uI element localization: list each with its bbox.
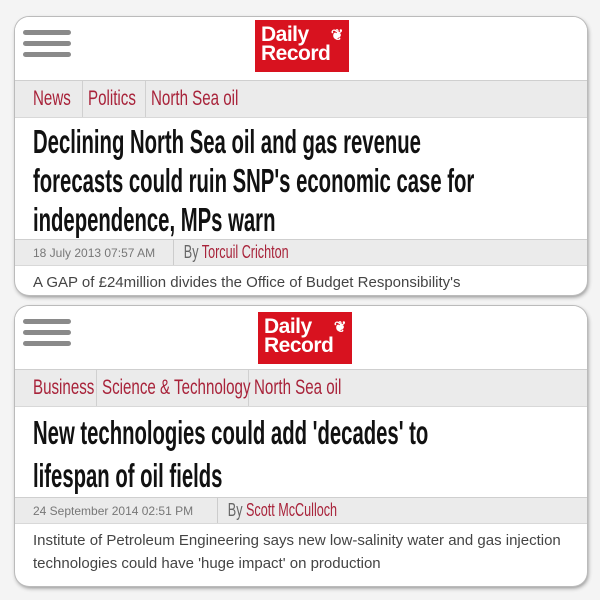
lion-rampant-icon: ❦ [333,319,347,336]
byline: By Scott McCulloch [218,500,337,521]
headline-line: New technologies could add 'decades' to [33,414,429,451]
byline-prefix: By [227,500,243,520]
logo-line-1: Daily [261,23,309,46]
tag-news[interactable]: News [33,87,71,110]
headline-line: independence, MPs warn [33,201,276,238]
tag-north-sea-oil[interactable]: North Sea oil [254,376,342,399]
publish-date: 18 July 2013 07:57 AM [15,240,174,265]
headline-line: forecasts could ruin SNP's economic case… [33,162,475,199]
article-excerpt: A GAP of £24million divides the Office o… [33,274,461,291]
headline-line: Declining North Sea oil and gas revenue [33,123,421,160]
logo-line-1: Daily [264,315,312,338]
site-header: Daily Record ❦ [15,306,587,369]
publish-date: 24 September 2014 02:51 PM [15,498,218,523]
tag-politics[interactable]: Politics [88,87,136,110]
byline: By Torcuil Crichton [174,242,289,263]
tag-north-sea-oil[interactable]: North Sea oil [151,87,239,110]
hamburger-menu-icon[interactable] [23,319,71,349]
headline[interactable]: Declining North Sea oil and gas revenue … [15,118,587,239]
category-tags: News Politics North Sea oil [15,80,587,118]
site-header: Daily Record ❦ [15,17,587,80]
tag-business[interactable]: Business [33,376,95,399]
article-meta: 18 July 2013 07:57 AM By Torcuil Crichto… [15,239,587,266]
author-link[interactable]: Torcuil Crichton [201,242,289,262]
author-link[interactable]: Scott McCulloch [246,500,338,520]
category-tags: Business Science & Technology North Sea … [15,369,587,407]
article-excerpt: Institute of Petroleum Engineering says … [33,532,561,572]
daily-record-logo[interactable]: Daily Record ❦ [255,20,349,72]
tag-science-technology[interactable]: Science & Technology [102,376,251,399]
logo-line-2: Record [264,334,334,357]
article-card: Daily Record ❦ Business Science & Techno… [15,306,587,586]
article-card: Daily Record ❦ News Politics North Sea o… [15,17,587,295]
headline[interactable]: New technologies could add 'decades' to … [15,407,587,497]
daily-record-logo[interactable]: Daily Record ❦ [258,312,352,364]
lion-rampant-icon: ❦ [330,27,344,44]
headline-line: lifespan of oil fields [33,457,223,494]
byline-prefix: By [183,242,199,262]
hamburger-menu-icon[interactable] [23,30,71,60]
article-meta: 24 September 2014 02:51 PM By Scott McCu… [15,497,587,524]
logo-line-2: Record [261,42,331,65]
